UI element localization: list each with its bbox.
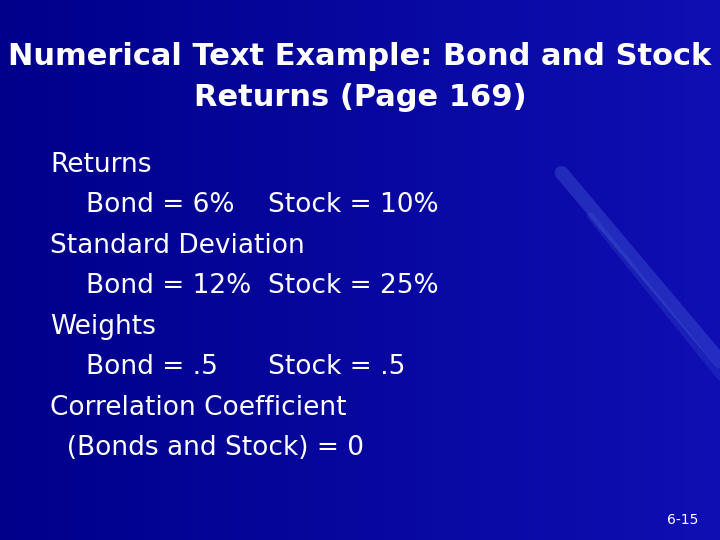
Text: (Bonds and Stock) = 0: (Bonds and Stock) = 0 [50, 435, 364, 461]
Text: Returns (Page 169): Returns (Page 169) [194, 83, 526, 112]
Text: Correlation Coefficient: Correlation Coefficient [50, 395, 347, 421]
Text: Weights: Weights [50, 314, 156, 340]
Text: 6-15: 6-15 [667, 512, 698, 526]
Text: Returns: Returns [50, 152, 152, 178]
Text: Bond = 12%  Stock = 25%: Bond = 12% Stock = 25% [86, 273, 439, 299]
Text: Bond = 6%    Stock = 10%: Bond = 6% Stock = 10% [86, 192, 439, 218]
Text: Bond = .5      Stock = .5: Bond = .5 Stock = .5 [86, 354, 406, 380]
Text: Standard Deviation: Standard Deviation [50, 233, 305, 259]
Text: Numerical Text Example: Bond and Stock: Numerical Text Example: Bond and Stock [9, 42, 711, 71]
